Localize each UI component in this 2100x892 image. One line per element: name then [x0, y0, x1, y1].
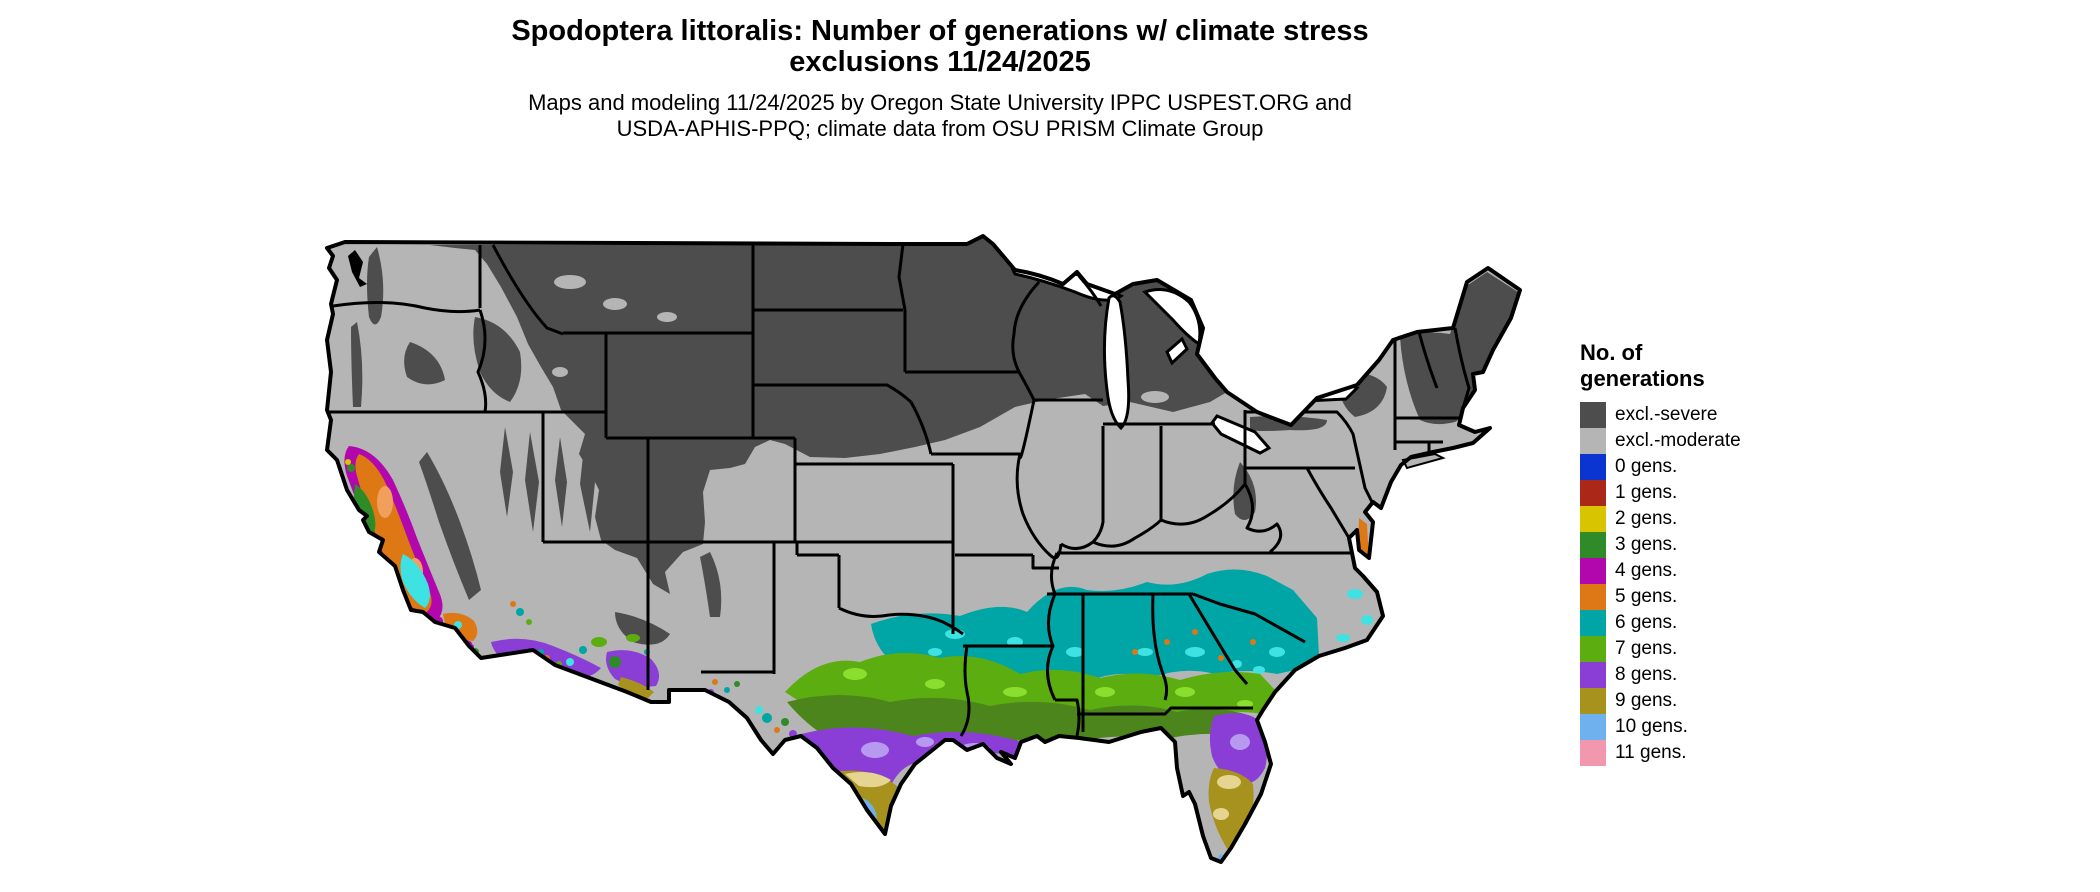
legend-label: excl.-severe	[1615, 404, 1718, 425]
legend-label: 5 gens.	[1615, 586, 1678, 607]
map-svg	[325, 234, 1522, 874]
legend-label: 1 gens.	[1615, 482, 1678, 503]
legend-swatch	[1580, 740, 1606, 766]
legend-swatch	[1580, 480, 1606, 506]
legend-label: 3 gens.	[1615, 534, 1678, 555]
page-subtitle: Maps and modeling 11/24/2025 by Oregon S…	[315, 90, 1565, 142]
legend-label: 10 gens.	[1615, 716, 1688, 737]
legend-row: 0 gens.	[1580, 454, 1820, 480]
lake-michigan	[1102, 294, 1131, 431]
subtitle-line-1: Maps and modeling 11/24/2025 by Oregon S…	[528, 90, 1352, 115]
lake-ontario	[1299, 380, 1360, 403]
legend-title: No. of generations	[1580, 340, 1820, 392]
legend-title-line-2: generations	[1580, 366, 1705, 391]
legend-swatch	[1580, 610, 1606, 636]
legend-swatch	[1580, 662, 1606, 688]
legend-swatch	[1580, 636, 1606, 662]
legend-row: 5 gens.	[1580, 584, 1820, 610]
legend-swatch	[1580, 506, 1606, 532]
legend-items: excl.-severe excl.-moderate 0 gens. 1 ge…	[1580, 402, 1820, 766]
legend-label: 9 gens.	[1615, 690, 1678, 711]
region-7-gens-light-patches	[843, 668, 1253, 708]
legend-label: 4 gens.	[1615, 560, 1678, 581]
title-line-2: exclusions 11/24/2025	[789, 46, 1091, 78]
legend-swatch	[1580, 428, 1606, 454]
subtitle-line-2: USDA-APHIS-PPQ; climate data from OSU PR…	[616, 116, 1264, 141]
legend-row: 10 gens.	[1580, 714, 1820, 740]
legend-row: 8 gens.	[1580, 662, 1820, 688]
legend-swatch	[1580, 402, 1606, 428]
legend-row: 4 gens.	[1580, 558, 1820, 584]
saginaw-bay	[1165, 336, 1189, 366]
legend-label: 8 gens.	[1615, 664, 1678, 685]
legend-label: excl.-moderate	[1615, 430, 1741, 451]
legend-label: 6 gens.	[1615, 612, 1678, 633]
page-title: Spodoptera littoralis: Number of generat…	[315, 16, 1565, 78]
us-generations-map	[315, 222, 1565, 892]
region-10-gens	[862, 798, 1228, 862]
legend-row: 11 gens.	[1580, 740, 1820, 766]
legend-label: 0 gens.	[1615, 456, 1678, 477]
legend-swatch	[1580, 454, 1606, 480]
legend-swatch	[1580, 532, 1606, 558]
title-line-1: Spodoptera littoralis: Number of generat…	[511, 15, 1369, 47]
legend-swatch	[1580, 584, 1606, 610]
legend-row: 7 gens.	[1580, 636, 1820, 662]
legend-row: excl.-severe	[1580, 402, 1820, 428]
legend: No. of generations excl.-severe excl.-mo…	[1580, 340, 1820, 766]
legend-row: excl.-moderate	[1580, 428, 1820, 454]
legend-swatch	[1580, 688, 1606, 714]
state-borders	[327, 243, 1471, 737]
region-11-gens	[1214, 868, 1233, 874]
legend-swatch	[1580, 558, 1606, 584]
legend-row: 1 gens.	[1580, 480, 1820, 506]
legend-title-line-1: No. of	[1580, 340, 1643, 365]
legend-label: 11 gens.	[1615, 742, 1687, 763]
legend-row: 3 gens.	[1580, 532, 1820, 558]
puget-sound	[348, 250, 367, 287]
legend-row: 2 gens.	[1580, 506, 1820, 532]
legend-swatch	[1580, 714, 1606, 740]
region-moderate-patches	[552, 275, 1169, 403]
legend-row: 9 gens.	[1580, 688, 1820, 714]
legend-label: 2 gens.	[1615, 508, 1678, 529]
legend-label: 7 gens.	[1615, 638, 1678, 659]
legend-row: 6 gens.	[1580, 610, 1820, 636]
